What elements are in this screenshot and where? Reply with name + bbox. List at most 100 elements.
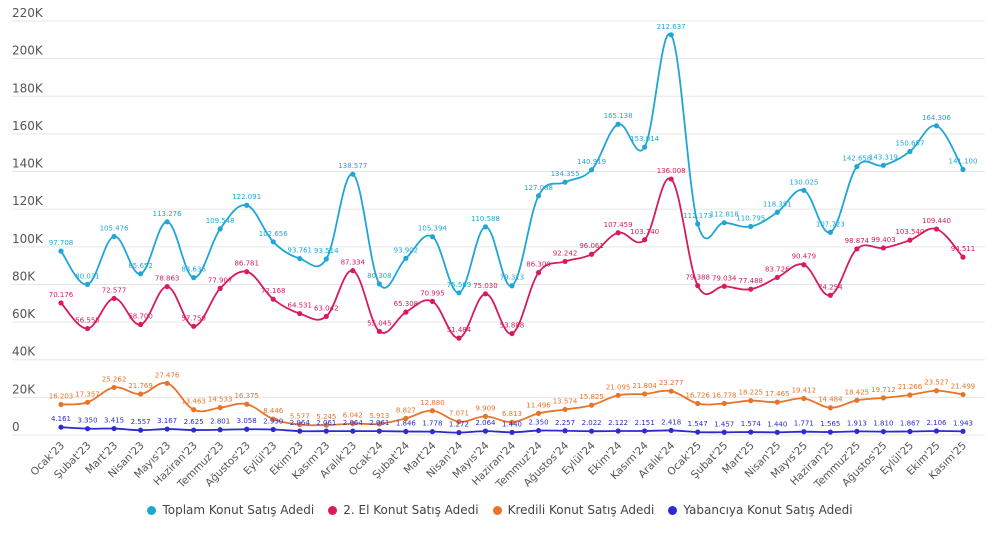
data-label: 11.496 [526,401,551,409]
data-label: 1.457 [714,420,734,428]
data-label: 118.351 [763,200,792,208]
data-label: 72.168 [261,287,286,295]
data-point [323,428,329,434]
data-label: 109.440 [922,217,951,225]
data-label: 5.577 [290,413,310,421]
data-label: 19.412 [792,386,817,394]
data-label: 142.658 [842,155,871,163]
y-tick-label: 200K [12,44,44,58]
data-label: 5.913 [369,412,389,420]
y-tick-label: 40K [12,345,36,359]
data-point [748,223,754,230]
data-point [137,391,144,397]
data-point [960,166,966,173]
data-label: 107.723 [816,220,845,228]
data-point [907,148,913,155]
data-label: 1.943 [953,419,973,427]
data-label: 21.499 [951,383,976,391]
data-label: 2.064 [475,419,496,427]
x-axis-ticks: Ocak'23Şubat'23Mart'23Nisan'23Mayıs'23Ha… [28,439,969,491]
data-label: 2.350 [529,419,549,427]
data-point [137,321,144,328]
data-point [509,283,515,289]
data-point [350,421,356,427]
data-point [588,251,595,257]
data-label: 74.254 [818,283,843,291]
data-label: 14.484 [818,396,843,404]
data-point [456,335,462,341]
data-point [535,410,542,416]
data-points [58,32,966,436]
data-point [748,429,754,435]
data-label: 97.708 [49,239,74,247]
data-point [482,428,489,434]
legend-swatch [492,505,502,515]
data-point [191,407,197,413]
data-label: 3.167 [157,417,177,425]
data-point [721,220,727,226]
data-point [960,254,966,260]
data-point [376,428,382,434]
legend-item: Toplam Konut Satış Adedi [147,503,314,517]
data-label: 72.577 [102,286,127,294]
data-label: 5.245 [316,413,336,421]
data-point [668,176,674,182]
data-point [615,392,621,398]
data-point [774,274,780,281]
data-label: 2.061 [316,419,336,427]
data-point [827,429,833,435]
data-label: 1.810 [873,420,893,428]
data-label: 1.547 [688,420,708,428]
data-label: 80.031 [75,272,100,280]
data-label: 2.625 [184,418,204,426]
data-point [244,269,250,275]
data-label: 4.161 [51,415,71,423]
data-point [615,121,621,127]
data-labels: 97.708 80.031 105.476 85.652 113.276 83.636 10… [49,23,978,429]
data-point [270,239,276,245]
legend-item: Yabancıya Konut Satış Adedi [668,503,853,517]
data-label: 1.846 [396,420,417,428]
data-point [748,286,754,292]
data-label: 127.088 [524,184,553,192]
data-label: 16.203 [49,393,74,401]
data-point [907,237,913,243]
data-label: 16.726 [685,392,710,400]
data-label: 1.440 [767,420,787,428]
data-label: 77.488 [739,277,764,285]
data-label: 2.257 [555,419,575,427]
data-label: 2.418 [661,418,681,426]
data-point [933,226,940,232]
data-label: 17.357 [75,390,100,398]
data-point [933,123,940,129]
data-point [509,419,515,425]
data-label: 16.375 [234,392,259,400]
data-point [535,269,542,276]
data-point [217,405,223,411]
data-point [244,202,250,208]
data-label: 112.818 [710,211,739,219]
data-point [482,413,489,419]
data-point [58,401,64,408]
data-point [562,179,568,185]
data-point [509,330,515,337]
data-point [456,430,462,436]
data-label: 2.064 [343,419,364,427]
data-label: 16.778 [712,391,737,399]
data-point [642,144,648,150]
data-label: 107.459 [604,221,633,229]
data-point [58,248,64,254]
data-label: 79.313 [500,274,525,282]
data-label: 164.306 [922,114,951,122]
gridlines [12,20,985,436]
y-tick-label: 60K [12,307,36,321]
legend: Toplam Konut Satış Adedi 2. El Konut Satı… [0,503,1000,518]
data-point [748,398,754,404]
data-point [801,187,807,193]
data-point [854,246,860,252]
data-point [403,309,409,315]
y-tick-label: 160K [12,119,44,133]
data-label: 53.888 [500,322,525,330]
data-label: 63.042 [314,304,339,312]
data-label: 109.548 [206,217,235,225]
